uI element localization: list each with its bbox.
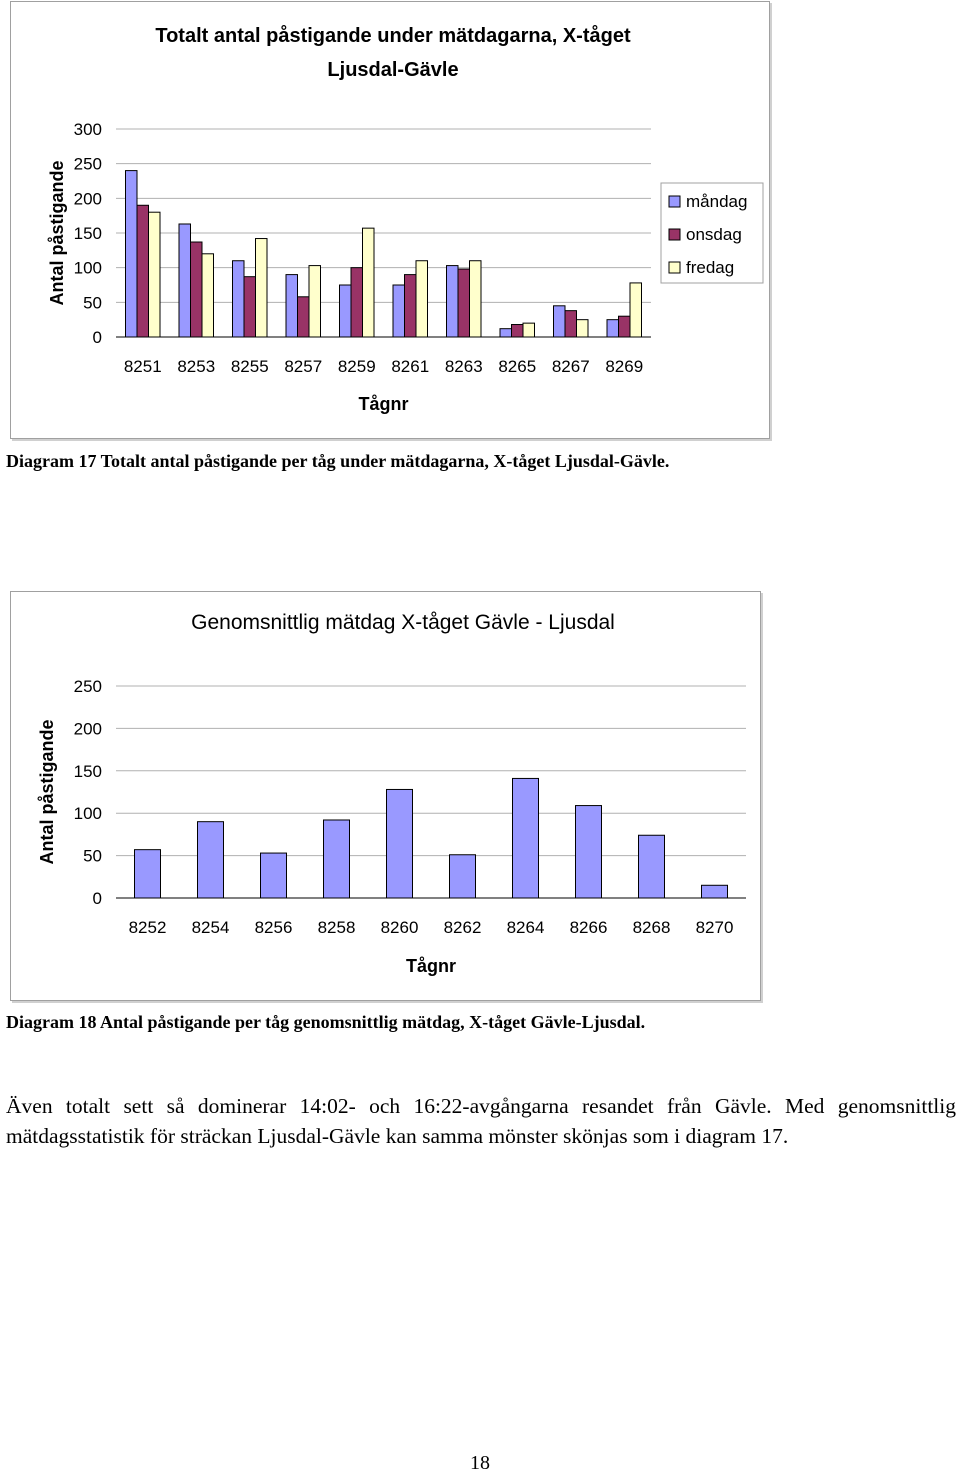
chart-diagram-18: Genomsnittlig mätdag X-tåget Gävle - Lju… (10, 591, 761, 1001)
bar (511, 324, 524, 338)
chart-title: Totalt antal påstigande under mätdagarna… (155, 24, 631, 47)
y-tick-label: 100 (74, 804, 102, 823)
chart-diagram-17: Totalt antal påstigande under mätdagarna… (10, 1, 770, 439)
chart-title: Ljusdal-Gävle (327, 59, 458, 81)
x-tick-label: 8264 (507, 918, 545, 937)
bar (197, 821, 224, 899)
bar (255, 238, 268, 338)
bar (201, 253, 214, 338)
bar (575, 805, 602, 899)
bar (232, 260, 245, 338)
y-tick-label: 0 (93, 889, 102, 908)
bar (297, 296, 310, 338)
x-tick-label: 8268 (633, 918, 671, 937)
chart-17-svg: Totalt antal påstigande under mätdagarna… (47, 24, 764, 414)
y-tick-label: 50 (83, 293, 102, 312)
bar (522, 322, 535, 338)
bar (638, 834, 665, 899)
bar (629, 282, 642, 338)
bar (576, 319, 589, 338)
y-tick-label: 50 (83, 847, 102, 866)
bar (125, 170, 138, 338)
x-axis-label: Tågnr (406, 956, 456, 976)
page-number: 18 (470, 1452, 490, 1474)
y-tick-label: 250 (74, 155, 102, 174)
legend-swatch (668, 228, 681, 241)
y-axis-label: Antal påstigande (47, 160, 67, 305)
x-tick-label: 8261 (391, 357, 429, 376)
bar (134, 849, 161, 899)
caption-diagram-18: Diagram 18 Antal påstigande per tåg geno… (6, 1012, 646, 1032)
bar (285, 274, 298, 338)
bar (350, 267, 363, 338)
bar (136, 204, 149, 338)
x-axis-label: Tågnr (358, 394, 408, 414)
y-tick-label: 200 (74, 189, 102, 208)
y-tick-label: 250 (74, 677, 102, 696)
x-tick-label: 8263 (445, 357, 483, 376)
legend-label: måndag (686, 192, 747, 211)
x-tick-label: 8260 (381, 918, 419, 937)
bar (606, 319, 619, 338)
bar (449, 854, 476, 899)
x-tick-label: 8255 (231, 357, 269, 376)
bar (148, 211, 161, 338)
x-tick-label: 8258 (318, 918, 356, 937)
body-paragraph: Även totalt sett så dominerar 14:02- och… (6, 1094, 956, 1148)
bar (499, 328, 512, 338)
x-tick-label: 8252 (129, 918, 167, 937)
x-tick-label: 8266 (570, 918, 608, 937)
bar (260, 852, 287, 899)
bar (178, 223, 191, 338)
x-tick-label: 8257 (284, 357, 322, 376)
legend-swatch (668, 261, 681, 274)
bar (323, 819, 350, 899)
bar (553, 305, 566, 338)
x-tick-label: 8267 (552, 357, 590, 376)
x-tick-label: 8265 (498, 357, 536, 376)
bar (512, 777, 539, 899)
y-tick-label: 100 (74, 259, 102, 278)
bar (701, 884, 728, 899)
x-tick-label: 8251 (124, 357, 162, 376)
y-tick-label: 150 (74, 762, 102, 781)
x-tick-label: 8259 (338, 357, 376, 376)
y-axis-label: Antal påstigande (37, 719, 57, 864)
y-tick-label: 200 (74, 719, 102, 738)
chart-18-svg: Genomsnittlig mätdag X-tåget Gävle - Lju… (37, 611, 746, 976)
bar (564, 310, 577, 338)
legend-swatch (668, 195, 681, 208)
y-tick-label: 0 (93, 328, 102, 347)
legend-label: onsdag (686, 225, 742, 244)
bar (469, 260, 482, 338)
bar (386, 788, 413, 899)
bar (446, 265, 459, 338)
x-tick-label: 8254 (192, 918, 230, 937)
y-tick-label: 300 (74, 120, 102, 139)
x-tick-label: 8256 (255, 918, 293, 937)
bar (415, 260, 428, 338)
bar (618, 315, 631, 338)
bar (339, 284, 352, 338)
bar (362, 227, 375, 338)
bar (308, 265, 321, 338)
y-tick-label: 150 (74, 224, 102, 243)
x-tick-label: 8269 (605, 357, 643, 376)
x-tick-label: 8253 (177, 357, 215, 376)
bar (392, 284, 405, 338)
bar (243, 276, 256, 338)
chart-title: Genomsnittlig mätdag X-tåget Gävle - Lju… (191, 611, 615, 634)
legend-label: fredag (686, 258, 734, 277)
x-tick-label: 8270 (696, 918, 734, 937)
bar (404, 274, 417, 338)
x-tick-label: 8262 (444, 918, 482, 937)
bar (190, 241, 203, 338)
caption-diagram-17: Diagram 17 Totalt antal påstigande per t… (6, 451, 670, 471)
bar (457, 268, 470, 338)
